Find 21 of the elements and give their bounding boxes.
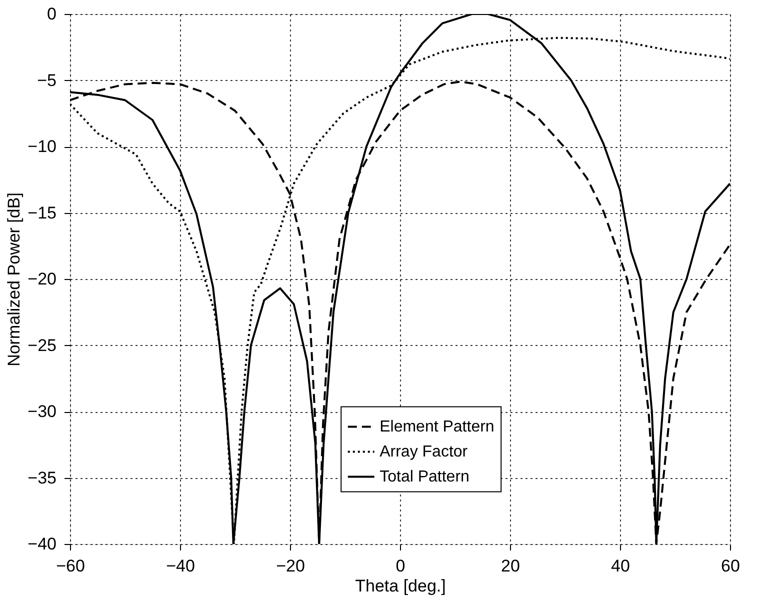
x-tick-label: 0 [396,556,406,576]
y-tick-label: −35 [28,468,56,488]
x-tick-label: 20 [501,556,520,576]
x-tick-label: −20 [276,556,305,576]
y-tick-label: −30 [28,402,56,421]
x-tick-label: −40 [166,556,195,576]
y-tick-label: −10 [28,137,56,156]
x-tick-label: −60 [56,556,85,576]
y-tick-label: 0 [47,4,56,24]
x-tick-label: 40 [611,556,630,576]
legend-label: Array Factor [380,444,468,461]
y-tick-label: −5 [37,70,56,90]
y-tick-label: −25 [28,336,56,355]
y-tick-label: −15 [28,203,56,222]
legend-label: Total Pattern [380,468,470,486]
x-tick-label: 60 [721,556,740,576]
x-axis-title: Theta [deg.] [355,576,446,596]
y-tick-label: −40 [28,534,56,554]
y-tick-label: −20 [28,270,56,288]
y-axis-title: Normalized Power [dB] [4,192,24,366]
legend-label: Element Pattern [380,418,494,436]
